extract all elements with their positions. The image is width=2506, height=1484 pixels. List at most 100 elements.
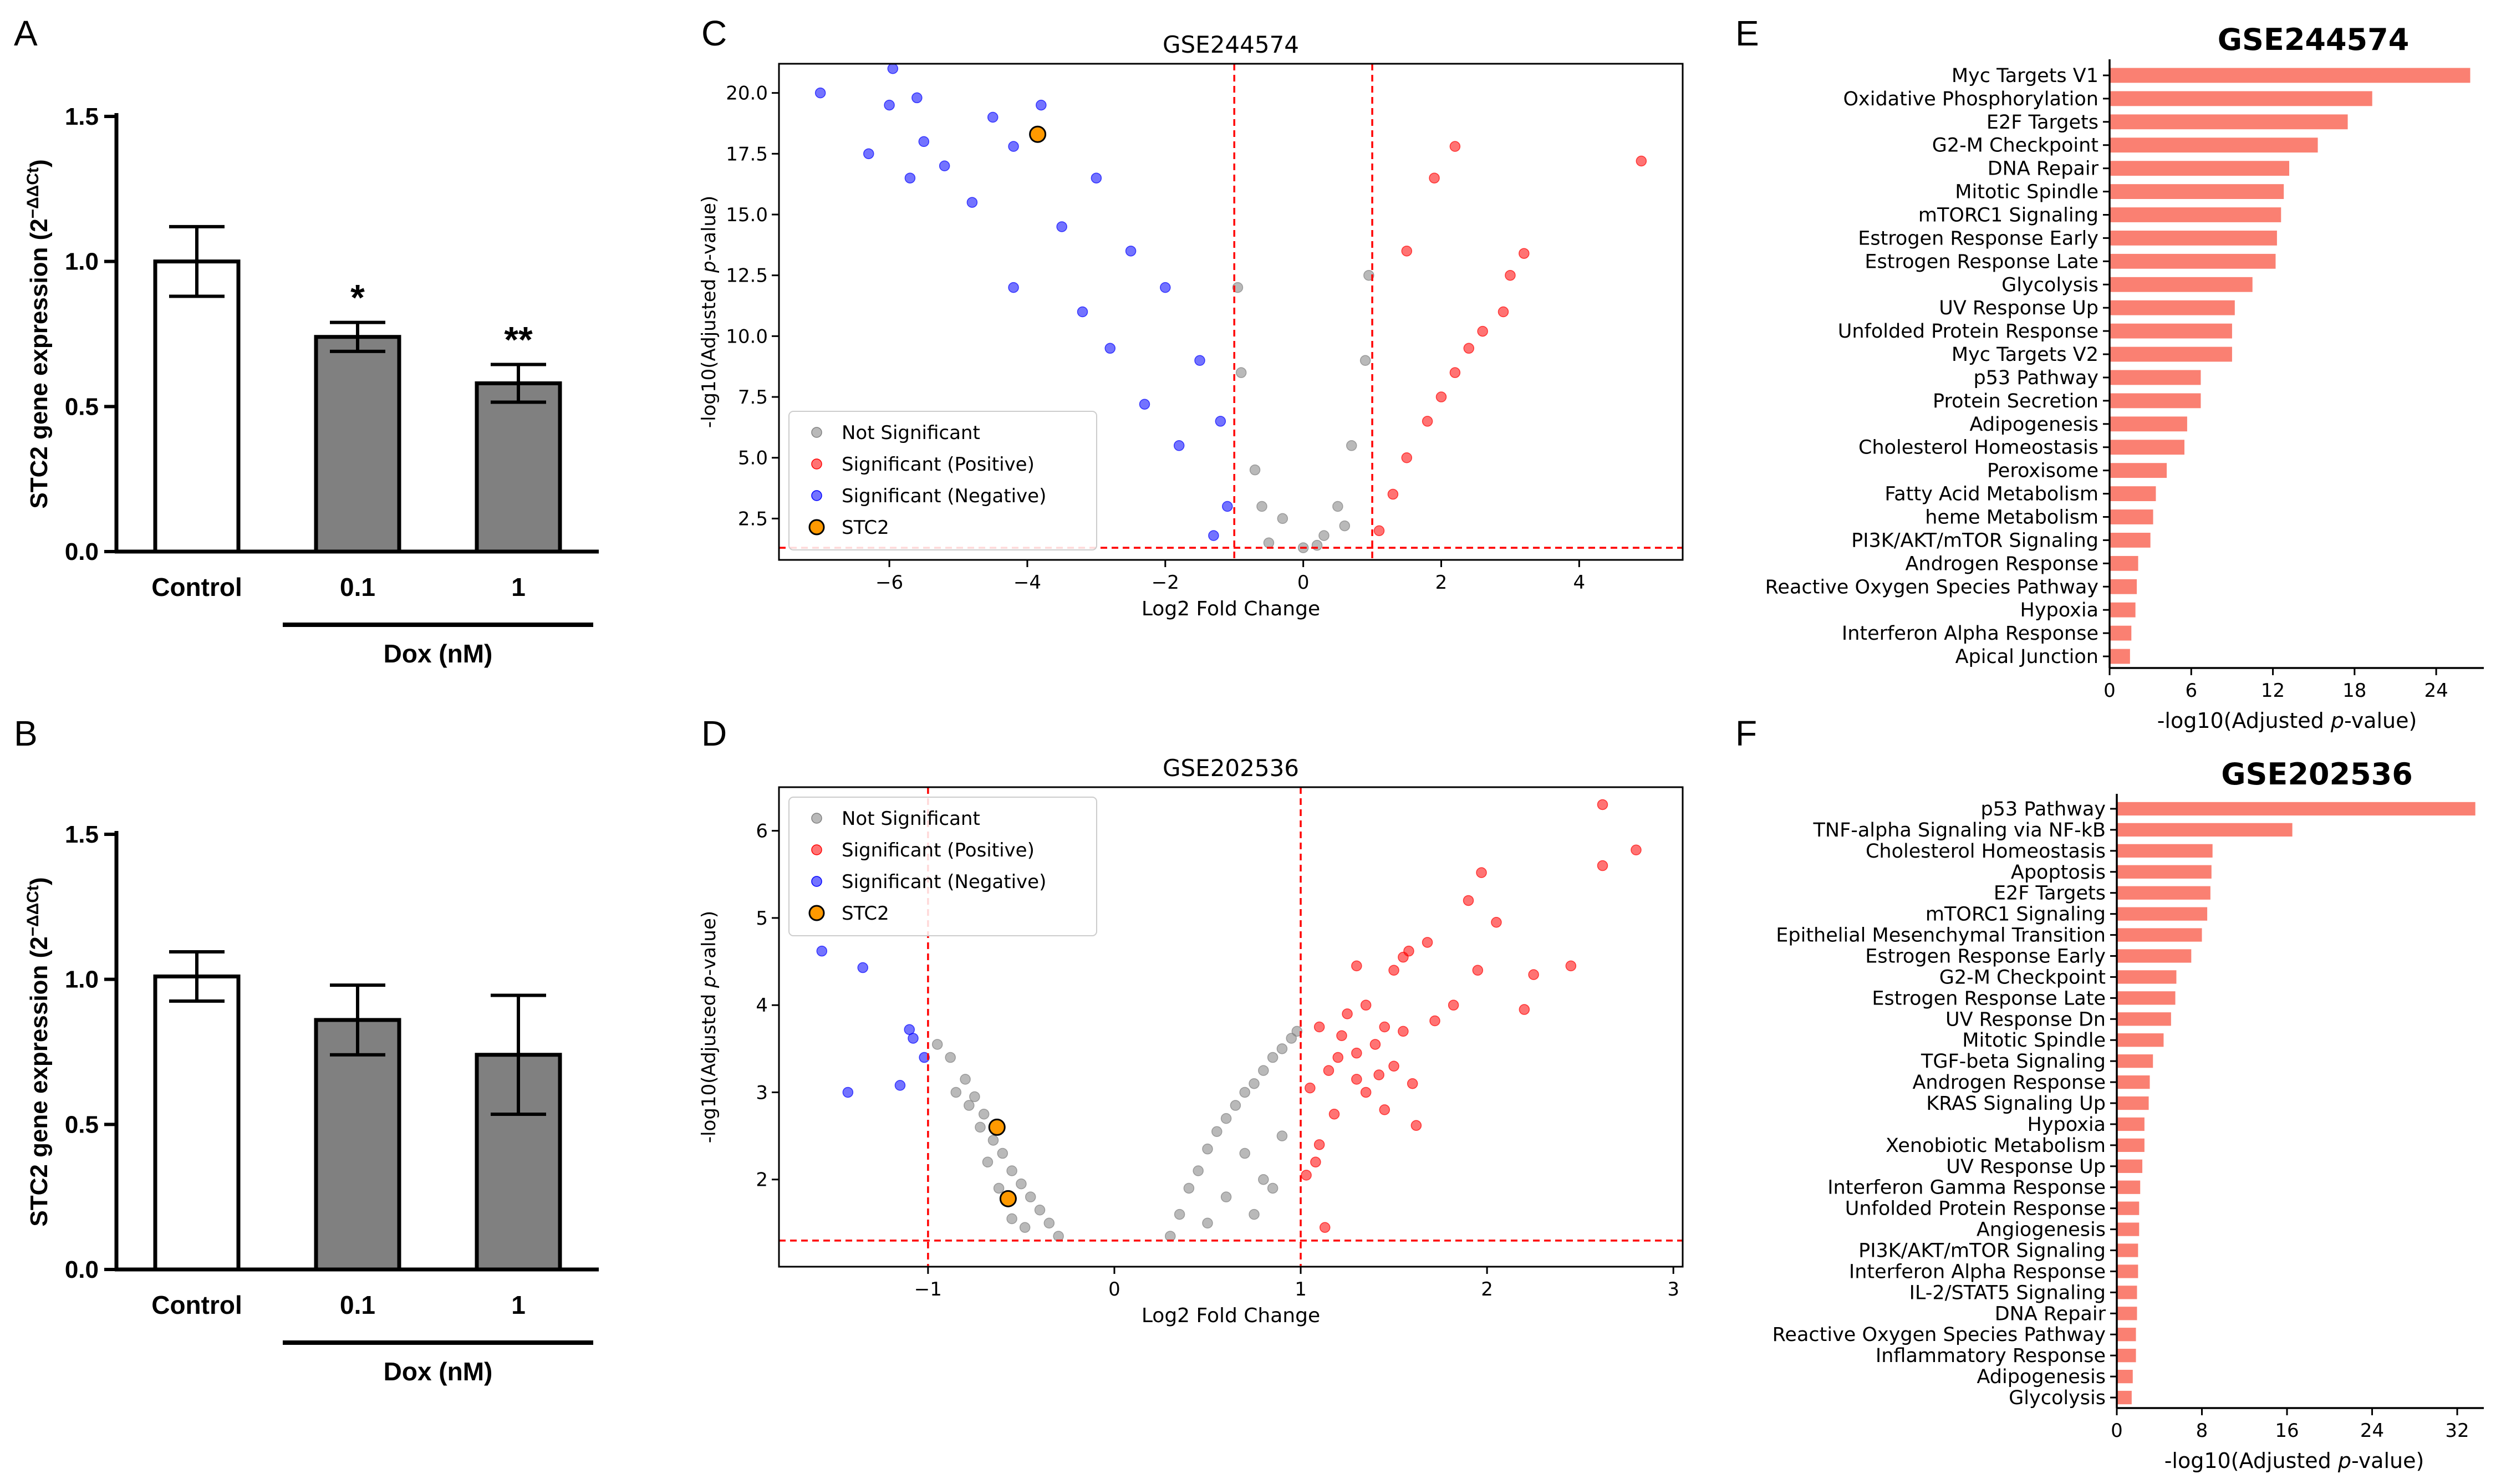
bar-myc-targets-v1 (2110, 68, 2471, 83)
point-not-significant (997, 1148, 1008, 1159)
y-axis-label-close: ) (26, 877, 53, 885)
y-axis-label-pre: -log10(Adjusted (698, 273, 720, 428)
category-label: Estrogen Response Late (1872, 987, 2106, 1009)
legend-label: Significant (Negative) (842, 871, 1046, 893)
bar-mitotic-spindle (2110, 184, 2284, 199)
category-label: p53 Pathway (1973, 367, 2098, 389)
category-label: Androgen Response (1912, 1072, 2106, 1094)
point-significant-negative- (816, 945, 828, 957)
point-not-significant (987, 1135, 999, 1146)
category-label: Estrogen Response Late (1865, 251, 2098, 273)
bar-epithelial-mesenchymal-transition (2117, 928, 2202, 942)
point-significant-negative- (1208, 530, 1219, 541)
x-axis-label: Log2 Fold Change (1142, 1304, 1320, 1327)
point-not-significant (978, 1109, 990, 1120)
point-not-significant (1263, 537, 1275, 549)
category-label: TNF-alpha Signaling via NF-kB (1813, 819, 2106, 842)
x-tick-label: 4 (1573, 572, 1586, 594)
point-significant-positive- (1410, 1120, 1422, 1131)
point-significant-positive- (1319, 1222, 1331, 1233)
category-label: Estrogen Response Early (1858, 227, 2098, 249)
point-significant-positive- (1379, 1104, 1390, 1115)
point-significant-negative- (1056, 221, 1067, 232)
bar-mtorc1-signaling (2117, 907, 2208, 921)
y-tick-label: 5 (756, 907, 768, 930)
point-significant-positive- (1388, 1060, 1399, 1072)
x-axis-label-post: -value) (2351, 1449, 2424, 1473)
y-axis-label-superscript: −ΔΔCt (24, 167, 42, 218)
point-significant-positive- (1422, 416, 1433, 427)
point-significant-positive- (1401, 452, 1413, 463)
bar-cholesterol-homeostasis (2110, 440, 2184, 455)
point-significant-positive- (1491, 917, 1502, 928)
bar-p53-pathway (2117, 802, 2476, 816)
bar-oxidative-phosphorylation (2110, 91, 2372, 106)
panel-label-c: C (701, 13, 727, 53)
category-label: TGF-beta Signaling (1921, 1050, 2106, 1073)
bar-androgen-response (2110, 555, 2138, 571)
bar-cholesterol-homeostasis (2117, 844, 2213, 858)
legend-label: Significant (Positive) (842, 453, 1035, 476)
point-not-significant (993, 1182, 1005, 1194)
significance-marker: * (350, 277, 365, 318)
point-not-significant (1359, 355, 1371, 366)
category-label: E2F Targets (1987, 111, 2098, 134)
category-label: Estrogen Response Early (1865, 945, 2106, 967)
point-not-significant (960, 1074, 971, 1085)
point-significant-positive- (1449, 367, 1461, 378)
legend-marker (811, 876, 822, 887)
point-significant-negative- (1194, 355, 1205, 366)
point-significant-positive- (1387, 488, 1399, 500)
category-label: Cholesterol Homeostasis (1866, 840, 2106, 863)
bar-estrogen-response-early (2117, 949, 2192, 963)
chart-title: GSE202536 (1163, 754, 1299, 782)
category-label: DNA Repair (1995, 1303, 2106, 1325)
legend-marker (808, 905, 825, 921)
category-label: Reactive Oxygen Species Pathway (1765, 576, 2098, 598)
category-label: E2F Targets (1994, 883, 2106, 905)
x-tick-label: 24 (2424, 680, 2448, 702)
point-not-significant (1318, 530, 1330, 541)
x-tick-label: −1 (914, 1278, 942, 1301)
category-label: Hypoxia (2020, 599, 2098, 621)
bar-mitotic-spindle (2117, 1033, 2164, 1047)
point-significant-negative- (842, 1087, 854, 1098)
point-significant-positive- (1597, 860, 1608, 871)
category-label: IL-2/STAT5 Signaling (1909, 1282, 2106, 1304)
point-significant-positive- (1305, 1082, 1316, 1094)
y-axis-label-close: ) (26, 159, 53, 167)
x-axis-label-post: -value) (2344, 708, 2417, 733)
y-axis-label-post: -value) (698, 196, 720, 261)
bar-uv-response-dn (2117, 1012, 2171, 1026)
point-significant-negative- (1104, 343, 1116, 354)
bar-kras-signaling-up (2117, 1096, 2149, 1110)
x-tick-label: 2 (1435, 572, 1448, 594)
bar-hypoxia (2117, 1117, 2145, 1131)
point-significant-positive- (1342, 1008, 1353, 1019)
x-tick-label: −2 (1152, 572, 1179, 594)
point-significant-negative- (894, 1080, 906, 1091)
point-significant-positive- (1519, 1004, 1530, 1015)
bar-angiogenesis (2117, 1222, 2140, 1236)
x-tick-label: 0 (2103, 680, 2116, 702)
point-significant-positive- (1401, 246, 1413, 257)
point-significant-positive- (1398, 951, 1409, 963)
x-axis-label: -log10(Adjusted p-value) (2164, 1449, 2424, 1473)
x-tick-label: 6 (2185, 680, 2197, 702)
point-significant-negative- (887, 64, 899, 74)
bar-0.1 (314, 335, 401, 554)
x-tick-label: 8 (2196, 1420, 2208, 1442)
point-significant-positive- (1472, 965, 1484, 976)
point-not-significant (1339, 520, 1351, 532)
y-tick-label: 10.0 (726, 325, 768, 348)
y-tick-label: 7.5 (738, 386, 768, 409)
point-significant-positive- (1332, 1052, 1343, 1063)
panel-label-d: D (701, 713, 727, 753)
bar-interferon-alpha-response (2117, 1264, 2138, 1278)
category-label: Reactive Oxygen Species Pathway (1772, 1324, 2106, 1346)
bar-inflammatory-response (2117, 1349, 2136, 1363)
point-significant-negative- (939, 160, 950, 172)
point-significant-negative- (814, 87, 826, 99)
bar-Control (153, 974, 241, 1272)
category-label: Angiogenesis (1977, 1219, 2106, 1241)
